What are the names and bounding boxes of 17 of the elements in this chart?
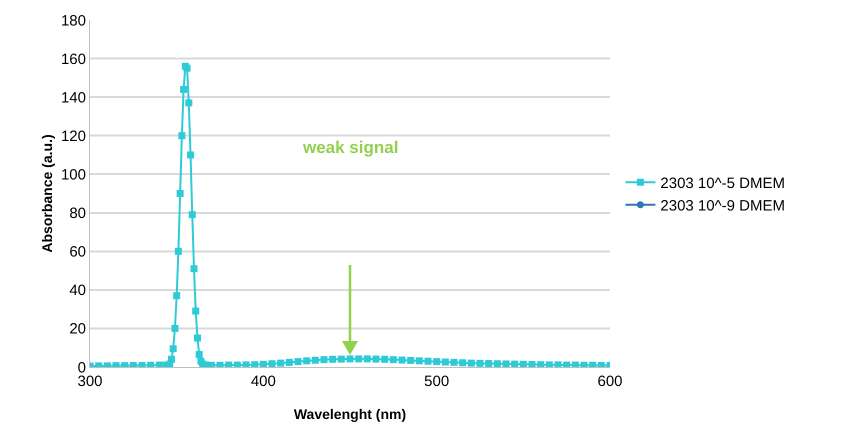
y-tick-label: 120: [60, 128, 86, 145]
legend-label: 2303 10^-5 DMEM: [660, 175, 785, 192]
y-tick-label: 80: [69, 205, 86, 222]
y-axis-title: Absorbance (a.u.): [39, 134, 55, 253]
y-tick-label: 160: [60, 50, 86, 68]
y-tick-label: 60: [69, 244, 86, 261]
x-tick-label: 400: [250, 373, 276, 390]
y-tick-label: 140: [60, 89, 86, 106]
x-tick-label: 500: [424, 373, 450, 390]
y-tick-label: 20: [69, 320, 86, 338]
x-tick-label: 600: [597, 373, 623, 390]
annotation: weak signal: [302, 138, 398, 157]
y-tick-label: 40: [69, 282, 86, 300]
y-tick-label: 100: [60, 166, 86, 184]
x-axis-title: Wavelenght (nm): [294, 406, 406, 422]
legend-label: 2303 10^-9 DMEM: [660, 198, 785, 215]
y-tick-label: 180: [60, 12, 86, 30]
